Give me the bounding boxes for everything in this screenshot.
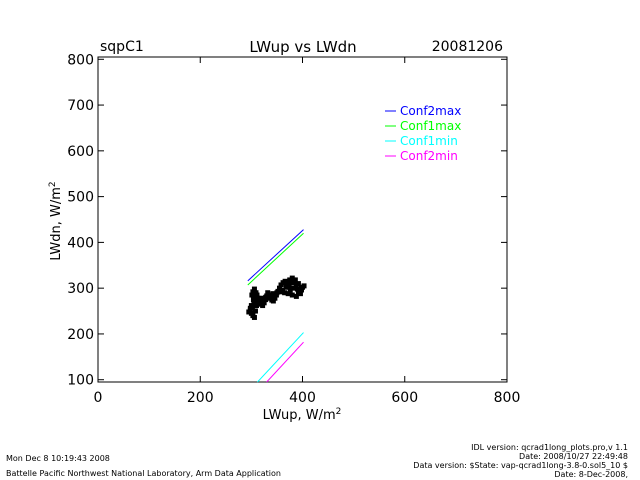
scatter-point — [289, 292, 295, 298]
footer-idl-version: IDL version: qcrad1long_plots.pro,v 1.1 — [471, 443, 628, 452]
scatter-point — [270, 291, 276, 297]
y-tick-label: 100 — [67, 373, 94, 389]
y-tick-label: 800 — [67, 52, 94, 68]
legend-entry: Conf1min — [400, 134, 458, 148]
y-tick-label: 600 — [67, 144, 94, 160]
scatter-point — [252, 308, 258, 314]
scatter-point — [250, 297, 256, 303]
x-tick-label: 600 — [391, 390, 418, 406]
scatter-point — [280, 287, 286, 293]
x-tick-label: 200 — [187, 390, 214, 406]
scatter-point — [251, 286, 257, 292]
scatter-point — [292, 277, 298, 283]
x-tick-label: 0 — [94, 390, 103, 406]
footer-left: Mon Dec 8 10:19:43 2008 Battelle Pacific… — [6, 454, 281, 478]
scatter-point — [249, 292, 255, 298]
y-axis-label: LWdn, W/m2 — [48, 181, 64, 260]
series-line-conf1max — [247, 232, 304, 286]
scatter-point — [288, 280, 294, 286]
series-layer — [246, 229, 307, 383]
scatter-point — [255, 297, 261, 303]
y-axis-label-superscript: 2 — [48, 181, 58, 187]
footer-idl-date: Date: 2008/10/27 22:49:48 — [519, 452, 628, 461]
scatter-point — [251, 314, 257, 320]
scatter-point — [263, 294, 269, 300]
scatter-point — [285, 291, 291, 297]
scatter-point — [283, 284, 289, 290]
scatter-point — [293, 293, 299, 299]
y-axis-label-text: LWdn, W/m — [49, 187, 64, 261]
series-line-conf1min — [257, 332, 304, 383]
scatter-point — [286, 282, 292, 288]
chart-title: LWup vs LWdn — [249, 38, 356, 56]
legend-entry: Conf2max — [400, 104, 461, 118]
footer-timestamp: Mon Dec 8 10:19:43 2008 — [6, 454, 110, 463]
scatter-point — [274, 290, 280, 296]
scatter-point — [294, 286, 300, 292]
y-tick-label: 400 — [67, 235, 94, 251]
scatter-point — [250, 289, 256, 295]
y-tick-label: 300 — [67, 281, 94, 297]
scatter-point — [287, 277, 293, 283]
scatter-point — [248, 303, 254, 309]
tick-layer: 0 200 400 600 800 100 200 300 400 500 600 700 800 — [67, 52, 520, 406]
scatter-point — [251, 300, 257, 306]
scatter-point — [260, 303, 266, 309]
scatter-point — [297, 291, 303, 297]
scatter-point — [272, 295, 278, 301]
scatter-point — [298, 287, 304, 293]
series-line-conf2max — [247, 229, 304, 282]
scatter-point — [291, 285, 297, 291]
scatter-point — [276, 285, 282, 291]
scatter-point — [289, 275, 295, 281]
scatter-point — [266, 293, 272, 299]
scatter-point — [292, 280, 298, 286]
date-label: 20081206 — [432, 39, 503, 55]
scatter-point — [261, 300, 267, 306]
series-line-conf2min — [266, 341, 304, 383]
legend-entry: Conf1max — [400, 119, 461, 133]
x-axis-label-superscript: 2 — [336, 407, 342, 417]
scatter-point — [247, 305, 253, 311]
scatter-point — [295, 281, 301, 287]
site-label: sqpC1 — [100, 39, 144, 55]
footer-right: IDL version: qcrad1long_plots.pro,v 1.1 … — [413, 443, 628, 479]
footer-credit: Battelle Pacific Northwest National Labo… — [6, 469, 281, 478]
scatter-point — [301, 283, 307, 289]
y-tick-label: 700 — [67, 98, 94, 114]
x-tick-label: 400 — [289, 390, 316, 406]
x-axis-label: LWup, W/m2 — [263, 407, 342, 423]
scatter-point — [254, 292, 260, 298]
scatter-point — [259, 295, 265, 301]
x-axis-label-text: LWup, W/m — [263, 408, 336, 423]
y-tick-label: 200 — [67, 327, 94, 343]
footer-data-date: Date: 8-Dec-2008, — [554, 470, 628, 479]
scatter-point — [287, 287, 293, 293]
scatter-point — [251, 303, 257, 309]
y-tick-label: 500 — [67, 190, 94, 206]
x-tick-label: 800 — [494, 390, 521, 406]
footer-data-version: Data version: $State: vap-qcrad1long-3.8… — [413, 461, 628, 470]
legend-entry: Conf2min — [400, 149, 458, 163]
scatter-point — [270, 298, 276, 304]
scatter-point — [251, 293, 257, 299]
scatter-point — [253, 303, 259, 309]
